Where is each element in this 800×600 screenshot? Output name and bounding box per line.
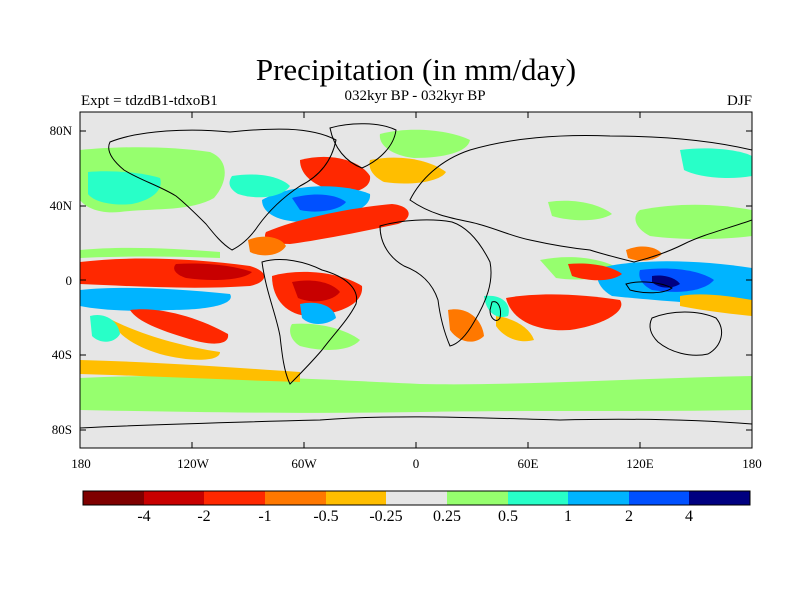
colorbar-label-5: -0.25	[369, 508, 403, 525]
precip-anomaly-madagascar-teal	[484, 295, 509, 318]
colorbar-swatch-5	[326, 491, 386, 505]
precip-anomaly-indian-ocean-yellow	[496, 316, 534, 342]
precip-anomaly-spcz	[130, 309, 229, 344]
coastlines	[80, 123, 752, 429]
colorbar-label-6: 0.25	[433, 508, 461, 525]
precip-anomaly-south-america-green	[290, 323, 360, 350]
precip-anomaly-caribbean	[248, 236, 286, 256]
coast-australia	[649, 311, 723, 356]
colorbar-label-4: -0.5	[313, 508, 339, 525]
precip-anomaly-atlantic-red-band	[265, 204, 409, 244]
precip-anomaly-brazil-blue	[300, 302, 336, 324]
precip-anomaly-nw-pacific-orange	[626, 246, 662, 261]
lat-tick-40n: 40N	[49, 198, 72, 213]
precip-anomaly-pacific-equator-green	[80, 247, 220, 258]
precip-anomaly-southern-ocean-yellow	[80, 360, 300, 382]
precip-anomaly-pacific-equator-blue	[80, 287, 231, 311]
precip-anomaly-southern-africa	[448, 309, 484, 342]
coast-south-america	[261, 259, 358, 385]
colorbar-swatch-8	[508, 491, 568, 505]
colorbar-swatch-3	[204, 491, 265, 505]
coast-north-america	[108, 128, 337, 251]
season-label: DJF	[726, 93, 752, 109]
figure-title: Precipitation (in mm/day)	[255, 52, 577, 87]
lon-tick-120w: 120W	[177, 456, 209, 471]
lat-tick-0: 0	[65, 273, 73, 288]
colorbar-swatch-9	[568, 491, 629, 505]
colorbar-frame	[82, 490, 751, 506]
precip-anomaly-maritime-navy	[652, 275, 680, 288]
colorbar-label-3: -1	[258, 508, 272, 525]
experiment-label: Expt = tdzdB1-tdxoB1	[81, 93, 218, 109]
precip-anomaly-gulf-teal	[229, 174, 290, 198]
lon-tick-120e: 120E	[626, 456, 654, 471]
coast-greenland	[329, 123, 397, 169]
precip-anomaly-amazon-core	[292, 280, 340, 302]
colorbar-swatch-11	[689, 491, 750, 505]
coast-antarctica	[80, 416, 752, 429]
precip-anomaly-spcz-yellow	[112, 320, 220, 360]
precip-anomaly-atlantic-deep-blue	[292, 194, 346, 212]
colorbar-swatch-10	[629, 491, 689, 505]
colorbar-swatch-2	[144, 491, 204, 505]
colorbar-swatch-1	[83, 491, 144, 505]
precip-anomaly-nw-pacific-teal	[680, 148, 752, 178]
colorbar	[82, 490, 751, 506]
lat-tick-80n: 80N	[49, 123, 72, 138]
precip-anomaly-greenland-sea	[379, 129, 470, 158]
precip-anomaly-maritime-deep-blue	[639, 268, 714, 292]
precip-anomaly-south-pacific-green	[90, 314, 120, 342]
coast-indonesia	[625, 281, 673, 294]
lon-tick-60e: 60E	[517, 456, 539, 471]
coast-eurasia	[409, 135, 752, 263]
colorbar-swatch-4	[265, 491, 326, 505]
precip-anomaly-indian-itcz	[568, 263, 622, 281]
colorbar-label-10: 4	[685, 508, 693, 525]
coast-africa	[379, 219, 492, 347]
colorbar-label-8: 1	[564, 508, 572, 525]
precip-anomaly-west-pacific	[680, 294, 752, 316]
lat-tick-40s: 40S	[51, 347, 72, 362]
lon-tick-180e: 180	[742, 456, 762, 471]
lon-tick-60w: 60W	[291, 456, 317, 471]
precip-anomaly-north-pacific-west-green	[548, 200, 612, 221]
colorbar-label-2: -2	[197, 508, 211, 525]
colorbar-swatch-7	[447, 491, 508, 505]
lon-tick-0: 0	[412, 456, 420, 471]
coast-madagascar	[489, 301, 501, 321]
colorbar-label-9: 2	[625, 508, 633, 525]
colorbar-label-1: -4	[137, 508, 151, 525]
colorbar-swatch-6	[386, 491, 447, 505]
colorbar-label-7: 0.5	[498, 508, 518, 525]
lon-tick-180w: 180	[71, 456, 91, 471]
figure-subtitle: 032kyr BP - 032kyr BP	[344, 88, 486, 104]
precip-anomaly-indian-ocean-red	[506, 294, 622, 331]
precip-anomaly-pacific-itcz-core	[174, 263, 252, 280]
map-panel	[80, 112, 752, 448]
precip-anomaly-southern-ocean	[80, 375, 752, 413]
precip-anomaly-nw-pacific-green	[635, 204, 752, 239]
precip-anomaly-north-atlantic-red	[300, 156, 371, 193]
lat-tick-80s: 80S	[51, 422, 72, 437]
axis-ticks	[80, 112, 752, 448]
